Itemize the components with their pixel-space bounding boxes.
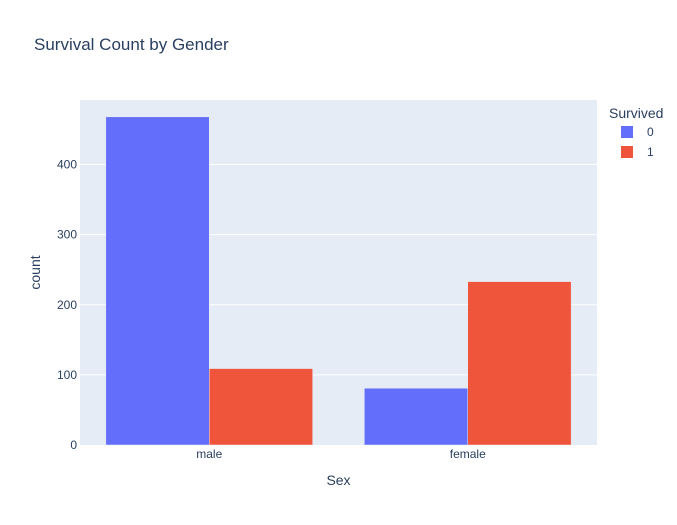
- chart-title: Survival Count by Gender: [34, 35, 229, 54]
- y-axis-title: count: [27, 255, 43, 289]
- bars: [105, 116, 572, 446]
- x-axis-ticks: male female: [196, 447, 486, 461]
- legend[interactable]: Survived 0 1: [609, 105, 663, 159]
- legend-swatch[interactable]: [621, 146, 633, 158]
- bar-male-survived-0[interactable]: [105, 116, 210, 446]
- y-tick-label: 400: [57, 158, 77, 172]
- legend-label[interactable]: 0: [647, 125, 654, 139]
- y-axis-ticks: 0 100 200 300 400: [57, 158, 77, 452]
- bar-female-survived-1[interactable]: [467, 281, 572, 446]
- x-tick-label: male: [196, 447, 222, 461]
- legend-swatch[interactable]: [621, 126, 633, 138]
- y-tick-label: 200: [57, 298, 77, 312]
- legend-title: Survived: [609, 105, 663, 121]
- y-tick-label: 300: [57, 228, 77, 242]
- legend-label[interactable]: 1: [647, 145, 654, 159]
- bar-male-survived-1[interactable]: [209, 368, 313, 446]
- x-tick-label: female: [450, 447, 486, 461]
- x-axis-title: Sex: [326, 472, 350, 488]
- bar-female-survived-0[interactable]: [364, 387, 469, 446]
- y-tick-label: 0: [70, 438, 77, 452]
- y-tick-label: 100: [57, 368, 77, 382]
